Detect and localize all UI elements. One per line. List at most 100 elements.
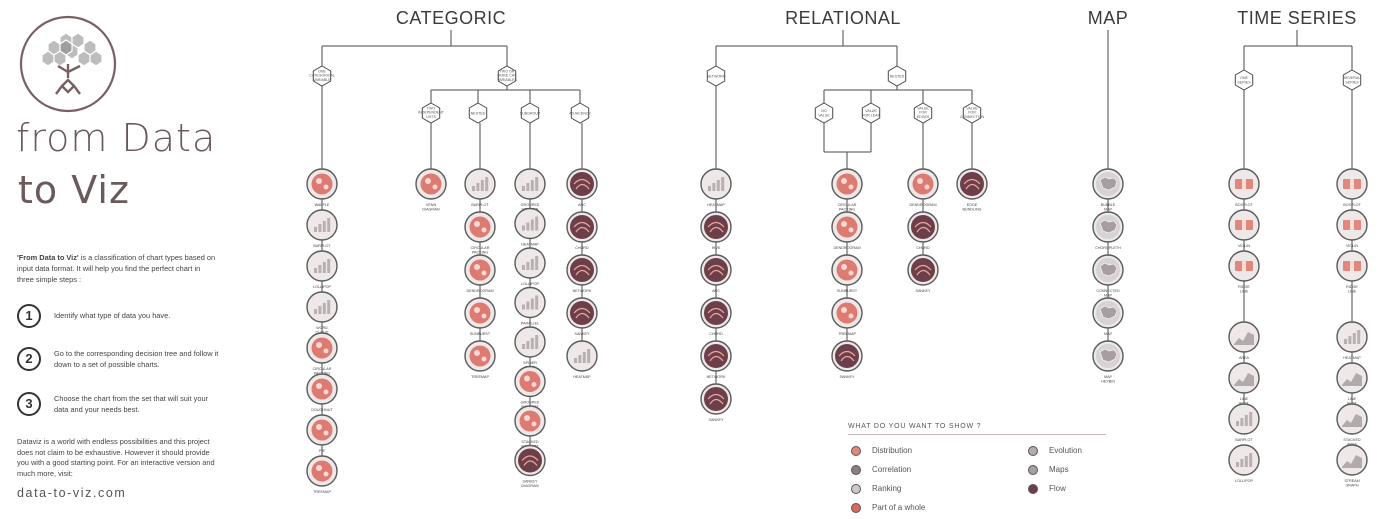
chart-glyph bbox=[1343, 179, 1361, 189]
chart-glyph bbox=[911, 215, 935, 239]
chart-type-label: DENDROGRAM bbox=[909, 203, 936, 207]
chart-type-icon[interactable] bbox=[1228, 321, 1260, 353]
decision-node-label: ONE CATEGORICAL VARIABLE bbox=[309, 69, 335, 82]
decision-node-hexagon[interactable] bbox=[887, 65, 907, 87]
brand-title-line2: to Viz bbox=[18, 168, 130, 212]
chart-type-label: CONNECTED MAP bbox=[1096, 289, 1120, 298]
site-url-link[interactable]: data-to-viz.com bbox=[17, 486, 127, 500]
chart-type-label: SANKEY bbox=[709, 418, 725, 422]
intro-rest: is a classification of chart types based… bbox=[17, 253, 216, 284]
chart-glyph bbox=[835, 344, 859, 368]
legend-label-ranking: Ranking bbox=[872, 484, 902, 493]
chart-type-icon[interactable] bbox=[306, 250, 338, 282]
legend-label-correlation: Correlation bbox=[872, 465, 912, 474]
chart-glyph bbox=[519, 410, 541, 432]
legend-label-evolution: Evolution bbox=[1049, 446, 1082, 455]
decision-node-label: NESTED bbox=[890, 75, 905, 79]
chart-type-icon[interactable] bbox=[1336, 403, 1368, 435]
legend-label-distribution: Distribution bbox=[872, 446, 913, 455]
chart-glyph bbox=[311, 378, 333, 400]
chart-type-icon[interactable] bbox=[514, 286, 546, 319]
decision-node-hexagon[interactable] bbox=[570, 102, 590, 124]
chart-type-label: SANKEY bbox=[916, 289, 932, 293]
section-title: TIME SERIES bbox=[1237, 8, 1357, 28]
chart-type-icon[interactable] bbox=[1336, 362, 1368, 394]
chart-glyph bbox=[1096, 344, 1120, 368]
decision-node-label: SUBGROUP bbox=[520, 112, 541, 116]
chart-glyph bbox=[1343, 220, 1361, 230]
chart-type-icon[interactable] bbox=[1228, 403, 1260, 435]
chart-type-label: LOLLIPOP bbox=[521, 282, 539, 286]
chart-glyph bbox=[570, 215, 594, 239]
section-title: MAP bbox=[1088, 8, 1129, 28]
legend-label-flow: Flow bbox=[1049, 484, 1066, 493]
chart-glyph bbox=[704, 258, 728, 282]
chart-glyph bbox=[704, 215, 728, 239]
chart-type-label: VENN DIAGRAM bbox=[422, 203, 439, 212]
chart-type-label: BARPLOT bbox=[313, 244, 331, 248]
chart-glyph bbox=[574, 349, 591, 363]
section-title: CATEGORIC bbox=[396, 8, 506, 28]
chart-glyph bbox=[836, 216, 858, 238]
step-text: Identify what type of data you have. bbox=[54, 311, 171, 320]
chart-glyph bbox=[1096, 215, 1120, 239]
chart-glyph bbox=[522, 177, 539, 191]
chart-type-icon[interactable] bbox=[700, 168, 732, 200]
chart-type-icon[interactable] bbox=[514, 168, 546, 200]
chart-type-label: SANKEY bbox=[840, 375, 856, 379]
chart-type-icon[interactable] bbox=[306, 291, 338, 323]
chart-type-label: DENDROGRAM bbox=[466, 289, 493, 293]
decision-node-hexagon[interactable] bbox=[497, 65, 517, 87]
chart-type-icon[interactable] bbox=[1228, 444, 1260, 476]
chart-type-icon[interactable] bbox=[514, 247, 546, 279]
chart-glyph bbox=[311, 419, 333, 441]
chart-type-icon[interactable] bbox=[514, 326, 546, 358]
chart-glyph bbox=[1096, 172, 1120, 196]
chart-type-label: SANKEY bbox=[575, 332, 591, 336]
chart-glyph bbox=[1235, 261, 1253, 271]
intro-sidebar: from Data to Viz 'From Data to Viz' is a… bbox=[0, 0, 230, 519]
step-number: 3 bbox=[17, 392, 41, 416]
chart-glyph bbox=[1234, 332, 1254, 345]
chart-type-label: HEATMAP bbox=[573, 375, 591, 379]
chart-glyph bbox=[314, 300, 331, 314]
chart-type-icon[interactable] bbox=[1336, 444, 1368, 476]
decision-node-hexagon[interactable] bbox=[468, 102, 488, 124]
chart-glyph bbox=[960, 172, 984, 196]
chart-glyph bbox=[522, 335, 539, 349]
chart-type-icon[interactable] bbox=[514, 207, 546, 240]
chart-glyph bbox=[311, 337, 333, 359]
chart-type-label: CHOROPLETH bbox=[1095, 246, 1121, 250]
chart-glyph bbox=[311, 460, 333, 482]
chart-type-label: CHORD bbox=[916, 246, 930, 250]
legend-swatch-distribution bbox=[851, 446, 861, 456]
chart-glyph bbox=[1096, 258, 1120, 282]
chart-glyph bbox=[1096, 301, 1120, 325]
chart-type-label: STREAM GRAPH bbox=[1344, 479, 1359, 488]
legend-label-part: Part of a whole bbox=[872, 503, 926, 512]
legend-swatch-flow bbox=[1028, 484, 1038, 494]
chart-type-icon[interactable] bbox=[464, 168, 496, 200]
chart-type-label: SUNBURST bbox=[470, 332, 491, 336]
chart-type-icon[interactable] bbox=[566, 340, 598, 372]
chart-glyph bbox=[469, 302, 491, 324]
chart-type-icon[interactable] bbox=[1228, 362, 1260, 394]
legend-swatch-correlation bbox=[851, 465, 861, 475]
chart-type-label: EDGE BUNDLING bbox=[962, 203, 981, 212]
decision-node-label: SEVERAL SERIES bbox=[1344, 76, 1361, 84]
chart-type-label: BUBBLE MAP bbox=[1101, 203, 1116, 212]
chart-type-icon[interactable] bbox=[1336, 321, 1368, 353]
legend-swatch-evolution bbox=[1028, 446, 1038, 456]
outro-text: Dataviz is a world with endless possibil… bbox=[17, 437, 215, 478]
chart-type-label: BARPLOT bbox=[1235, 438, 1253, 442]
decision-node-label: NO VALUE bbox=[818, 109, 830, 117]
legend-swatch-maps bbox=[1028, 465, 1038, 475]
chart-type-label: RIDGE LINE bbox=[1238, 285, 1250, 294]
chart-type-label: WAFFLE bbox=[315, 203, 330, 207]
chart-type-icon[interactable] bbox=[306, 209, 338, 241]
intro-bold: 'From Data to Viz' bbox=[17, 253, 79, 262]
chart-type-label: HEATMAP bbox=[1343, 356, 1361, 360]
chart-glyph bbox=[704, 301, 728, 325]
step-number: 1 bbox=[17, 304, 41, 328]
chart-glyph bbox=[1342, 373, 1362, 386]
